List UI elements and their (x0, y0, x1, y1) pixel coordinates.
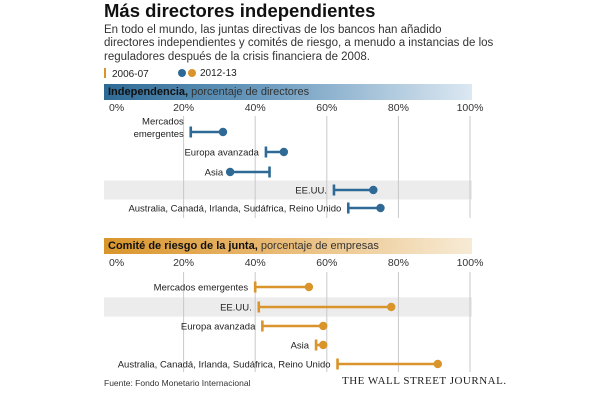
category-label-risk: EE.UU. (220, 303, 252, 314)
category-label-risk: Europa avanzada (181, 322, 256, 333)
section-subtitle-risk-committee: porcentaje de empresas (257, 240, 379, 252)
marker-2012-13-independence (218, 127, 228, 137)
x-tick-label-risk: 40% (245, 257, 266, 269)
x-tick-label-risk: 0% (109, 257, 124, 269)
marker-2012-13-risk (319, 321, 328, 331)
legend-label-2006-07: 2006-07 (112, 69, 149, 80)
legend-item-2012-13: 2012-13 (178, 68, 237, 79)
category-label-independence: EE.UU. (295, 186, 327, 197)
x-tick-label-risk: 20% (173, 257, 194, 269)
legend-dot-orange-icon (188, 69, 196, 77)
category-label-independence: Asia (205, 168, 224, 179)
x-tick-label-independence: 60% (316, 102, 337, 114)
marker-2012-13-risk (433, 359, 442, 369)
x-tick-label-independence: 0% (109, 102, 124, 114)
marker-2012-13-risk (319, 340, 328, 350)
category-label-independence: Mercados emergentes (134, 117, 184, 141)
marker-2012-13-risk (304, 282, 314, 292)
source-note: Fuente: Fondo Monetario Internacional (104, 378, 251, 388)
x-tick-label-independence: 80% (388, 102, 409, 114)
section-title-risk-committee: Comité de riesgo de la junta, (108, 240, 258, 252)
category-label-risk: Australia, Canadá, Irlanda, Sudáfrica, R… (118, 360, 331, 371)
section-subtitle-independence: porcentaje de directores (188, 86, 310, 98)
section-header-independence: Independencia, porcentaje de directores (104, 84, 472, 100)
marker-2012-13-independence (369, 185, 378, 195)
chart-title: Más directores independientes (104, 0, 376, 21)
marker-2012-13-independence (279, 147, 289, 157)
chart-subtitle: En todo el mundo, las juntas directivas … (104, 24, 494, 63)
legend-item-2006-07: 2006-07 (104, 68, 149, 80)
legend-tick-icon (104, 68, 106, 78)
x-tick-label-independence: 20% (173, 102, 194, 114)
marker-2012-13-independence (225, 167, 235, 177)
section-header-risk-committee: Comité de riesgo de la junta, porcentaje… (104, 238, 472, 254)
legend-dot-blue-icon (178, 69, 186, 77)
publisher-logo: THE WALL STREET JOURNAL. (342, 375, 507, 387)
legend-label-2012-13: 2012-13 (200, 68, 237, 79)
marker-2012-13-independence (376, 203, 385, 213)
x-tick-label-risk: 60% (316, 257, 337, 269)
category-label-risk: Asia (291, 341, 310, 352)
x-tick-label-risk: 100% (457, 257, 484, 269)
x-tick-label-independence: 100% (457, 102, 484, 114)
category-label-independence: Europa avanzada (184, 148, 259, 159)
marker-2012-13-risk (387, 302, 396, 312)
x-tick-label-independence: 40% (245, 102, 266, 114)
highlight-band-independence (104, 180, 472, 200)
category-label-risk: Mercados emergentes (154, 283, 249, 294)
x-tick-label-risk: 80% (388, 257, 409, 269)
category-label-independence: Australia, Canadá, Irlanda, Sudáfrica, R… (128, 204, 341, 215)
section-title-independence: Independencia, (108, 86, 189, 98)
